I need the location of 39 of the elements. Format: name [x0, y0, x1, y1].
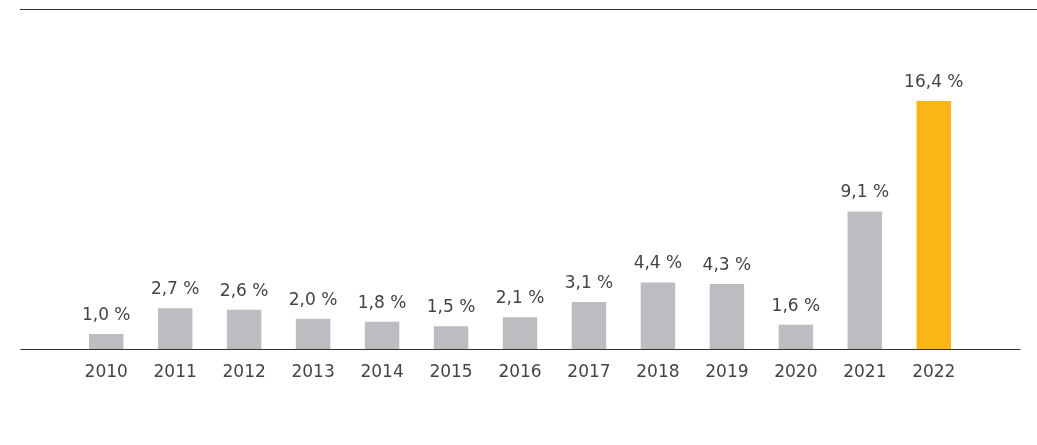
data-label: 9,1 % [840, 181, 890, 202]
data-label: 2,1 % [495, 287, 545, 308]
data-label: 1,0 % [81, 303, 131, 324]
data-label: 16,4 % [904, 71, 964, 91]
data-label: 1,5 % [426, 296, 476, 317]
data-label: 3,1 % [564, 272, 614, 293]
x-tick-label: 2012 [222, 360, 266, 381]
bar [433, 326, 469, 349]
x-tick-label: 2020 [774, 360, 818, 381]
x-tick-label: 2014 [360, 360, 404, 381]
x-tick-label: 2019 [705, 360, 749, 381]
bar [571, 302, 607, 349]
x-tick-label: 2022 [912, 360, 956, 381]
bar [502, 317, 538, 349]
x-tick-label: 2021 [843, 360, 887, 381]
bar [847, 211, 883, 349]
bar [709, 283, 745, 349]
x-tick-label: 2013 [291, 360, 335, 381]
x-tick-label: 2015 [429, 360, 473, 381]
x-tick-label: 2017 [567, 360, 611, 381]
x-tick-label: 2010 [84, 360, 128, 381]
data-label: 2,7 % [150, 278, 200, 299]
data-label: 1,6 % [771, 294, 821, 315]
bar [364, 321, 400, 349]
bar [916, 101, 952, 349]
bar [88, 333, 124, 349]
data-label: 4,3 % [702, 253, 752, 274]
bar [226, 309, 262, 349]
x-tick-label: 2011 [153, 360, 197, 381]
bar [295, 318, 331, 349]
data-label: 2,0 % [288, 288, 338, 309]
data-label: 2,6 % [219, 279, 269, 300]
data-label: 1,8 % [357, 291, 407, 312]
data-label: 4,4 % [633, 252, 683, 273]
bar [640, 282, 676, 349]
x-tick-label: 2018 [636, 360, 680, 381]
bar [778, 324, 814, 349]
bar [157, 308, 193, 349]
x-tick-label: 2016 [498, 360, 542, 381]
